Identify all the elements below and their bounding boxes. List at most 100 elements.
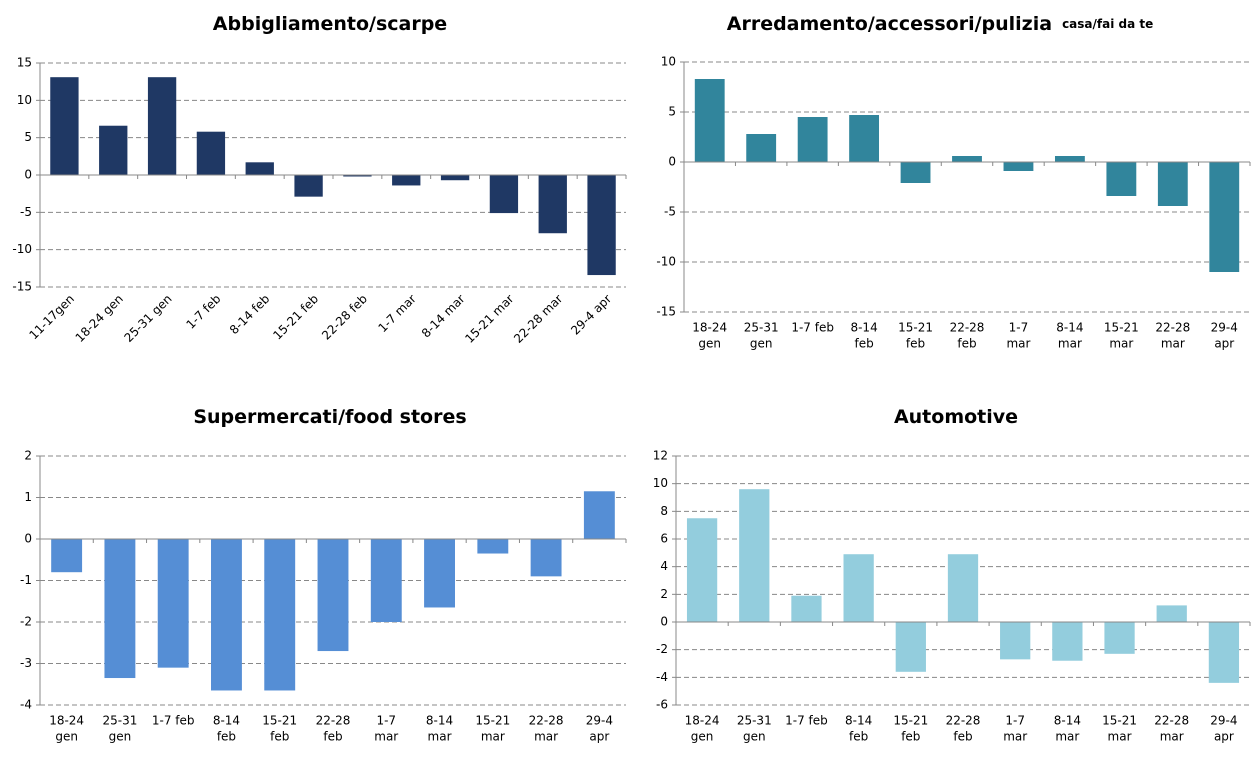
x-tick-label: 15-21 feb xyxy=(270,292,321,343)
x-tick-label: 11-17gen xyxy=(26,292,77,343)
bar xyxy=(317,539,349,652)
title-text: Abbigliamento/scarpe xyxy=(213,13,447,35)
x-tick-label: 1-7 xyxy=(1009,321,1029,335)
bar xyxy=(440,175,470,181)
x-tick-label: 18-24 xyxy=(692,321,727,335)
x-tick-label: 15-21 xyxy=(898,321,933,335)
x-tick-label: feb xyxy=(217,730,236,744)
bar xyxy=(1157,162,1188,206)
bar xyxy=(1054,156,1085,162)
y-tick-label: 10 xyxy=(653,476,668,490)
x-tick-label: gen xyxy=(750,337,773,351)
bar xyxy=(245,162,274,175)
y-tick-label: -15 xyxy=(12,280,32,294)
x-tick-label: 1-7 xyxy=(376,714,396,728)
x-tick-label: 29-4 apr xyxy=(568,292,614,338)
x-tick-label: feb xyxy=(901,730,920,744)
x-tick-label: 29-4 xyxy=(1210,714,1237,728)
x-tick-label: 15-21 xyxy=(893,714,928,728)
bar xyxy=(746,134,777,162)
bar xyxy=(791,595,822,622)
y-tick-label: 15 xyxy=(17,56,32,70)
x-tick-label: mar xyxy=(1006,337,1030,351)
chart-title: Supermercati/food stores xyxy=(193,406,466,428)
y-tick-label: -2 xyxy=(656,642,668,656)
x-tick-label: gen xyxy=(691,730,714,744)
x-tick-label: apr xyxy=(589,730,609,744)
x-tick-label: mar xyxy=(1161,337,1185,351)
y-tick-label: 2 xyxy=(660,587,668,601)
y-tick-label: 5 xyxy=(668,105,676,119)
bar xyxy=(147,77,177,175)
x-tick-label: feb xyxy=(957,337,976,351)
y-tick-label: 6 xyxy=(660,532,668,546)
bar xyxy=(477,539,509,554)
y-tick-label: -10 xyxy=(656,255,676,269)
x-tick-label: 22-28 xyxy=(529,714,564,728)
x-tick-label: 1-7 xyxy=(1005,714,1025,728)
x-tick-label: 25-31 xyxy=(737,714,772,728)
x-tick-label: 22-28 xyxy=(950,321,985,335)
y-tick-label: -1 xyxy=(20,573,32,587)
y-tick-label: 10 xyxy=(661,55,676,69)
bar xyxy=(1000,622,1031,660)
x-tick-label: mar xyxy=(1109,337,1133,351)
x-tick-label: 1-7 feb xyxy=(785,714,828,728)
x-tick-label: mar xyxy=(374,730,398,744)
x-tick-label: 29-4 xyxy=(586,714,613,728)
x-tick-label: 18-24 gen xyxy=(73,292,126,345)
bar xyxy=(370,539,402,622)
x-tick-label: 18-24 xyxy=(685,714,720,728)
x-tick-label: 15-21 xyxy=(262,714,297,728)
x-tick-label: 15-21 xyxy=(475,714,510,728)
x-tick-label: 22-28 feb xyxy=(319,292,370,343)
bar xyxy=(900,162,931,183)
x-tick-label: mar xyxy=(1058,337,1082,351)
bar xyxy=(51,539,83,573)
x-tick-label: feb xyxy=(906,337,925,351)
x-tick-label: mar xyxy=(1055,730,1079,744)
y-tick-label: -4 xyxy=(20,698,32,712)
bar xyxy=(694,79,725,162)
bar xyxy=(392,175,421,186)
bar xyxy=(849,115,880,162)
bar xyxy=(343,175,372,177)
x-tick-label: 25-31 xyxy=(102,714,137,728)
y-tick-label: 12 xyxy=(653,449,668,463)
y-tick-label: 2 xyxy=(24,449,32,463)
y-tick-label: -6 xyxy=(656,698,668,712)
x-tick-label: 25-31 xyxy=(744,321,779,335)
bar xyxy=(530,539,562,577)
x-tick-label: 1-7 mar xyxy=(375,292,418,335)
x-tick-label: 18-24 xyxy=(49,714,84,728)
x-tick-label: feb xyxy=(270,730,289,744)
bar xyxy=(50,77,79,175)
bar xyxy=(587,175,616,276)
y-tick-label: -15 xyxy=(656,305,676,319)
y-tick-label: 0 xyxy=(668,155,676,169)
x-tick-label: apr xyxy=(1214,730,1234,744)
bar xyxy=(1104,622,1135,654)
bar xyxy=(264,539,296,691)
x-tick-label: 8-14 xyxy=(850,321,877,335)
x-tick-label: 25-31 gen xyxy=(121,292,174,345)
bar xyxy=(952,156,982,162)
bar xyxy=(424,539,455,608)
bar xyxy=(895,622,926,672)
x-tick-label: 22-28 mar xyxy=(511,292,565,346)
x-tick-label: 1-7 feb xyxy=(183,292,223,332)
x-tick-label: gen xyxy=(698,337,721,351)
bar xyxy=(196,131,226,175)
y-tick-label: -5 xyxy=(664,205,676,219)
title-text: Automotive xyxy=(894,406,1018,428)
y-tick-label: 1 xyxy=(24,490,32,504)
bar xyxy=(489,175,519,214)
bar xyxy=(1003,162,1034,171)
bar xyxy=(1209,162,1240,272)
y-tick-label: 0 xyxy=(24,532,32,546)
x-tick-label: 15-21 xyxy=(1102,714,1137,728)
y-tick-label: -10 xyxy=(12,242,32,256)
x-tick-label: feb xyxy=(854,337,873,351)
chart-title: Abbigliamento/scarpe xyxy=(213,13,447,35)
y-tick-label: -5 xyxy=(20,205,32,219)
